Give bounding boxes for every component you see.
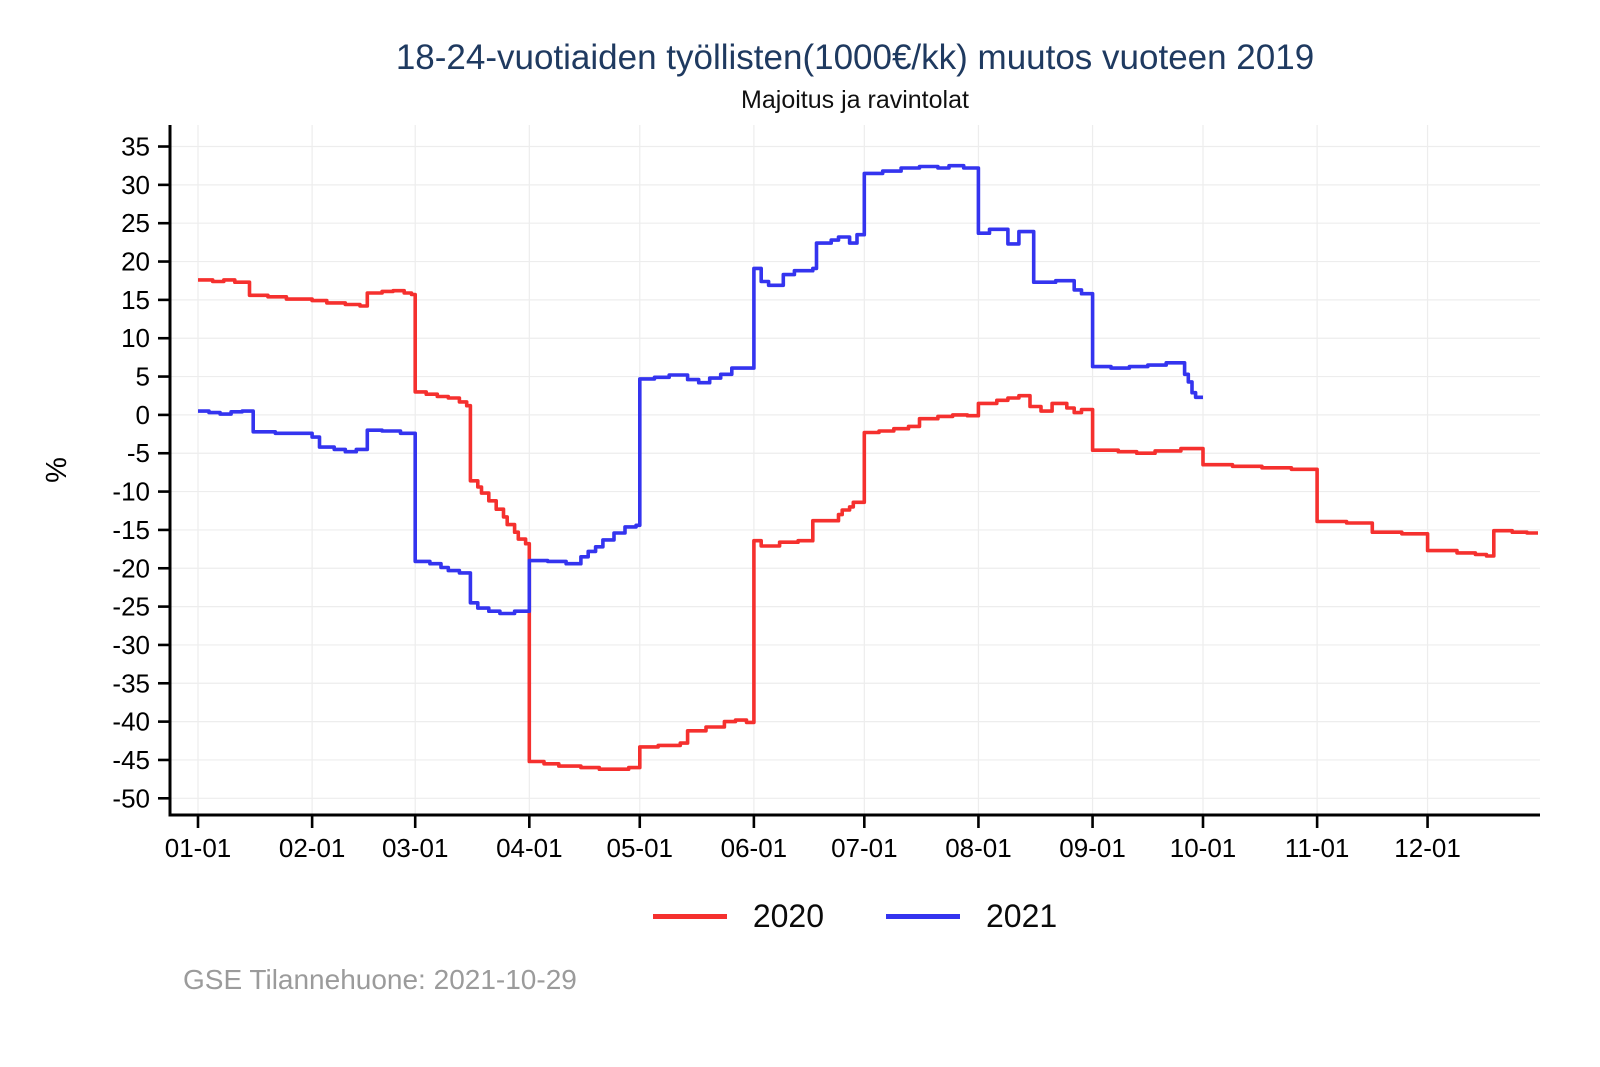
chart-title: 18-24-vuotiaiden työllisten(1000€/kk) mu… xyxy=(395,38,1315,77)
y-tick-label: -15 xyxy=(112,515,150,545)
y-tick-label: -50 xyxy=(112,783,150,813)
y-tick-label: -25 xyxy=(112,592,150,622)
y-tick-label: -5 xyxy=(127,438,150,468)
series-2021-line xyxy=(198,163,1203,616)
chart-legend: 2020 2021 xyxy=(170,898,1540,935)
y-tick-label: -30 xyxy=(112,630,150,660)
y-tick-label: 20 xyxy=(121,247,150,277)
x-tick-label: 08-01 xyxy=(945,833,1012,863)
y-tick-label: -45 xyxy=(112,745,150,775)
y-tick-label: 0 xyxy=(136,400,150,430)
y-tick-label: 10 xyxy=(121,323,150,353)
chart-subtitle: Majoitus ja ravintolat xyxy=(741,86,969,114)
x-tick-label: 12-01 xyxy=(1394,833,1461,863)
x-tick-label: 11-01 xyxy=(1285,833,1350,863)
y-tick-label: -40 xyxy=(112,707,150,737)
x-tick-label: 03-01 xyxy=(382,833,449,863)
y-tick-label: 15 xyxy=(121,285,150,315)
legend-swatch-2021 xyxy=(886,914,960,919)
y-tick-label: 5 xyxy=(136,362,150,392)
x-tick-label: 10-01 xyxy=(1170,833,1237,863)
y-tick-label: 35 xyxy=(121,132,150,162)
source-note: GSE Tilannehuone: 2021-10-29 xyxy=(183,964,577,995)
y-tick-label: -10 xyxy=(112,477,150,507)
legend-item-2020: 2020 xyxy=(652,898,824,935)
y-tick-label: 30 xyxy=(121,170,150,200)
x-tick-label: 06-01 xyxy=(721,833,788,863)
y-tick-label: -35 xyxy=(112,668,150,698)
legend-label-2021: 2021 xyxy=(986,898,1058,934)
x-tick-label: 05-01 xyxy=(607,833,674,863)
series-2020-line xyxy=(198,278,1538,771)
y-tick-label: -20 xyxy=(112,553,150,583)
legend-swatch-2020 xyxy=(652,914,727,919)
legend-item-2021: 2021 xyxy=(886,898,1057,935)
y-tick-label: 25 xyxy=(121,208,150,238)
x-tick-label: 02-01 xyxy=(279,833,346,863)
x-tick-label: 09-01 xyxy=(1059,833,1126,863)
x-tick-label: 04-01 xyxy=(496,833,563,863)
x-tick-label: 01-01 xyxy=(165,833,232,863)
y-axis-label: % xyxy=(41,457,73,483)
legend-label-2020: 2020 xyxy=(752,898,824,934)
x-tick-label: 07-01 xyxy=(831,833,898,863)
axis-line xyxy=(168,125,1540,817)
